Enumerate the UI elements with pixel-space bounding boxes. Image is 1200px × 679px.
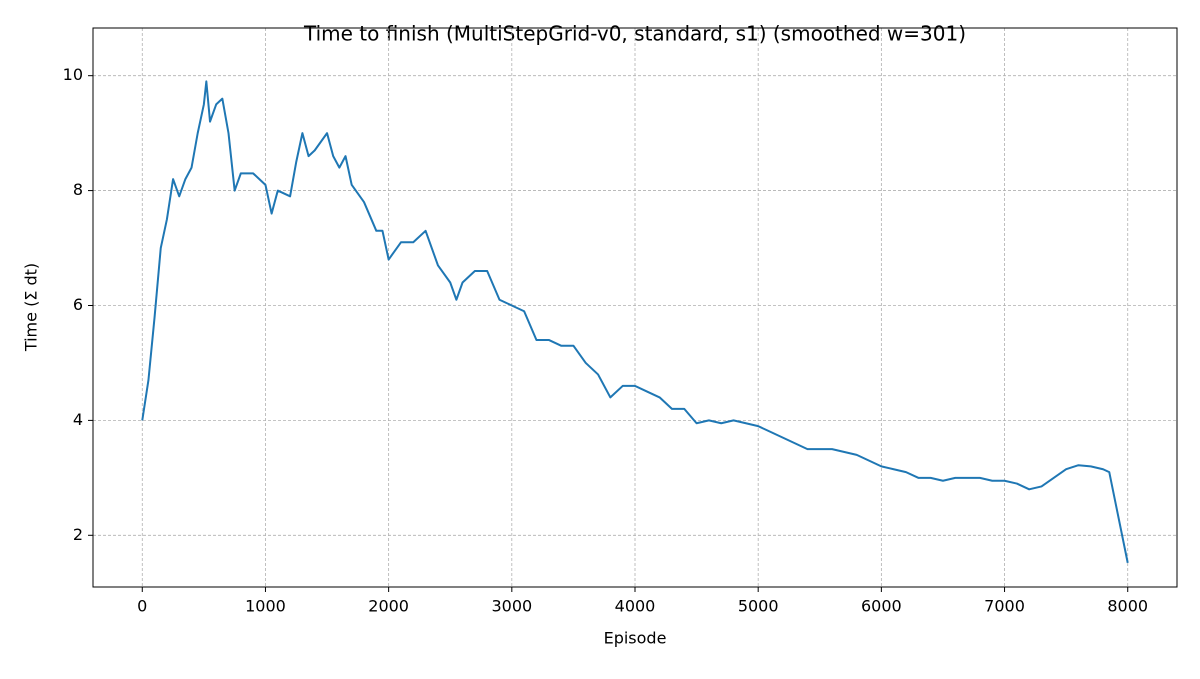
y-tick-label: 10 (63, 65, 83, 84)
y-tick-label: 4 (73, 410, 83, 429)
x-tick-label: 0 (137, 597, 147, 616)
x-tick-label: 4000 (615, 597, 656, 616)
y-axis-label: Time (Σ dt) (22, 263, 41, 352)
plot-frame (92, 27, 1178, 588)
x-tick-label: 7000 (984, 597, 1025, 616)
x-tick-label: 1000 (245, 597, 286, 616)
x-tick-label: 8000 (1107, 597, 1148, 616)
x-tick-label: 3000 (491, 597, 532, 616)
y-tick-label: 2 (73, 525, 83, 544)
x-axis-label: Episode (604, 629, 667, 648)
data-line (141, 80, 1129, 564)
x-tick-label: 2000 (368, 597, 409, 616)
x-tick-label: 5000 (738, 597, 779, 616)
y-tick-label: 8 (73, 180, 83, 199)
chart-title: Time to finish (MultiStepGrid-v0, standa… (303, 22, 966, 46)
y-tick-label: 6 (73, 295, 83, 314)
x-tick-label: 6000 (861, 597, 902, 616)
